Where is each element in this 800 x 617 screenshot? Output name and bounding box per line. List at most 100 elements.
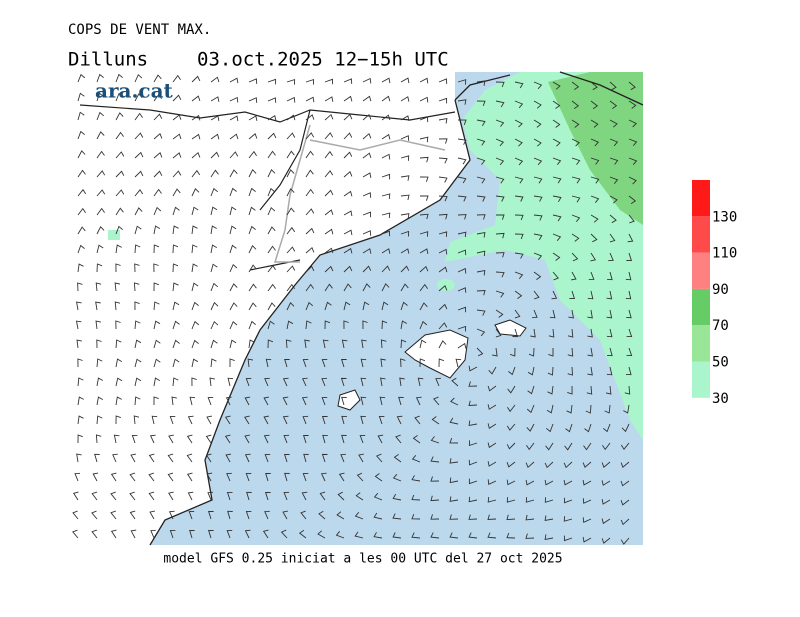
wind-barb: [283, 453, 290, 463]
wind-barb: [91, 491, 98, 501]
legend-label: 110: [712, 246, 737, 262]
day: Dilluns: [68, 49, 148, 71]
wind-barb: [587, 290, 594, 300]
wind-barb: [549, 309, 556, 319]
wind-barb: [532, 309, 538, 319]
wind-barb: [340, 377, 347, 387]
wind-barb: [476, 269, 486, 276]
wind-barb: [134, 244, 141, 254]
wind-barb: [419, 248, 429, 254]
wind-barb: [620, 518, 630, 526]
wind-barb: [609, 100, 618, 109]
wind-barb: [186, 434, 193, 444]
wind-barb: [590, 157, 600, 165]
wind-barb: [506, 423, 516, 431]
wind-barb: [392, 513, 402, 520]
wind-barb: [487, 496, 497, 503]
wind-barb: [115, 263, 121, 273]
wind-barb: [590, 176, 600, 184]
wind-barb: [77, 207, 86, 216]
wind-barb: [400, 135, 410, 141]
wind-barb: [381, 153, 391, 160]
wind-barb: [305, 301, 314, 311]
wind-barb: [548, 328, 555, 338]
wind-barb: [302, 434, 309, 444]
wind-barb: [191, 244, 198, 254]
wind-barb: [399, 377, 405, 387]
wind-barb: [567, 328, 574, 338]
wind-barb: [191, 358, 199, 368]
wind-barb: [267, 339, 274, 349]
wind-barb: [172, 74, 181, 83]
wind-barb: [514, 119, 523, 128]
wind-barb: [76, 301, 82, 311]
legend-label: 70: [712, 318, 729, 334]
wind-barb: [210, 358, 217, 368]
legend-swatch: [692, 325, 710, 362]
wind-barb: [172, 301, 180, 311]
wind-barb: [492, 347, 498, 357]
wind-barb: [476, 232, 486, 238]
legend-label: 130: [712, 209, 737, 225]
wind-barb: [191, 114, 201, 121]
wind-barb: [571, 119, 580, 128]
wind-barb: [343, 113, 353, 121]
wind-barb: [153, 396, 159, 405]
wind-barb: [151, 415, 158, 425]
wind-barb: [343, 151, 353, 159]
wind-barb: [623, 404, 630, 414]
wind-barb: [267, 226, 276, 235]
wind-barb: [77, 434, 83, 444]
wind-barb: [300, 510, 307, 520]
wind-barb: [495, 271, 505, 278]
wind-barb: [169, 415, 176, 425]
wind-barb: [533, 252, 543, 260]
wind-barb: [603, 423, 611, 433]
wind-barb: [148, 453, 155, 463]
wind-barb: [229, 358, 235, 367]
wind-barb: [628, 157, 638, 165]
wind-barb: [487, 479, 497, 485]
wind-barb: [449, 477, 459, 484]
wind-barb: [400, 96, 410, 102]
wind-barb: [115, 92, 124, 102]
wind-barb: [563, 516, 573, 522]
wind-barb: [77, 73, 86, 83]
wind-barb: [609, 119, 618, 128]
wind-barb: [77, 130, 85, 140]
wind-barb: [601, 461, 611, 468]
wind-barb: [438, 213, 448, 220]
wind-barb: [167, 453, 174, 463]
wind-barb: [191, 320, 200, 330]
wind-barb: [379, 396, 386, 406]
wind-barb: [544, 497, 554, 503]
wind-barb: [248, 206, 256, 216]
wind-barb: [381, 283, 390, 292]
wind-barb: [75, 320, 82, 330]
wind-barb: [412, 435, 421, 444]
wind-barb: [586, 385, 593, 395]
wind-barb: [229, 339, 237, 349]
wind-barb: [134, 151, 144, 159]
wind-barb: [229, 302, 238, 311]
wind-barb: [514, 290, 523, 299]
wind-barb: [324, 247, 334, 254]
wind-barb: [153, 225, 161, 235]
wind-barb: [433, 396, 440, 406]
wind-barb: [131, 434, 138, 444]
wind-barb: [324, 96, 334, 102]
wind-barb: [172, 282, 179, 292]
wind-barb: [130, 453, 136, 463]
wind-barb: [245, 510, 252, 520]
wind-barb: [430, 532, 440, 539]
wind-barb: [476, 328, 486, 337]
wind-barb: [533, 290, 540, 300]
legend-swatch: [692, 216, 710, 253]
wind-barb: [438, 322, 448, 330]
wind-barb: [298, 529, 307, 539]
wind-barb: [134, 132, 144, 140]
wind-barb: [172, 152, 182, 159]
wind-barb: [96, 73, 104, 83]
wind-barb: [134, 339, 142, 349]
